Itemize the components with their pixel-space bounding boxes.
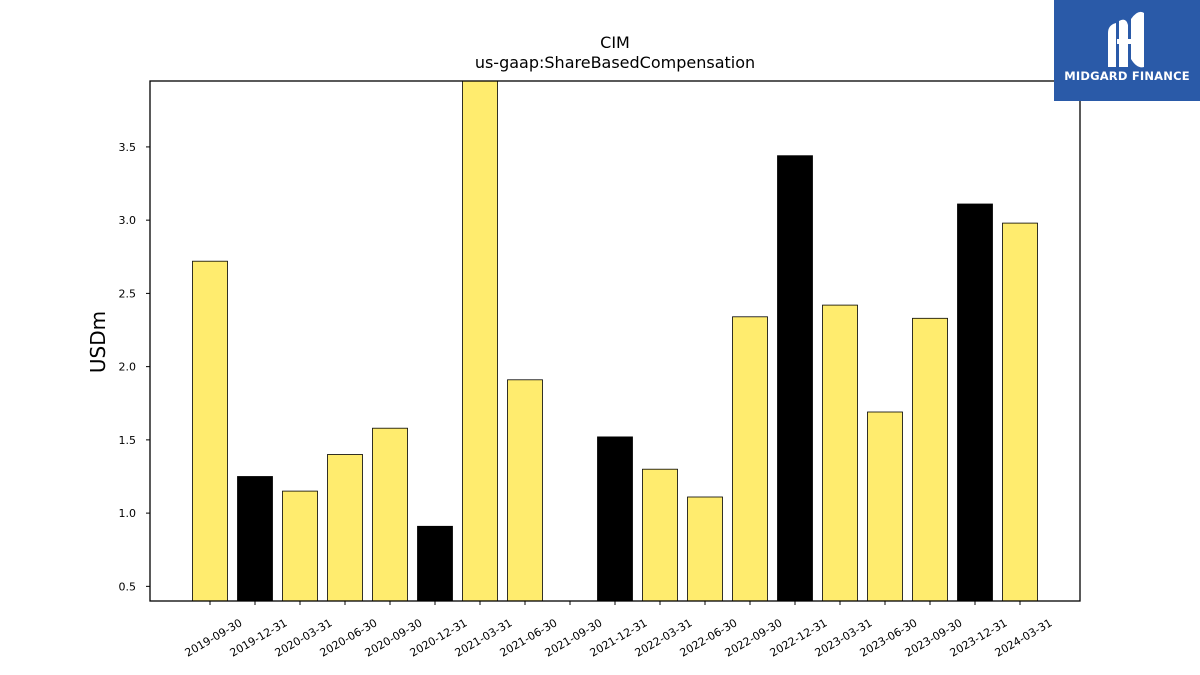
y-axis: 0.5 1.0 1.5 2.0 2.5 3.0 3.5 xyxy=(119,141,150,593)
bar-2023-12-31 xyxy=(957,203,993,602)
y-tick-label: 1.5 xyxy=(119,434,137,447)
y-tick-label: 2.0 xyxy=(119,361,137,374)
chart-subtitle: us-gaap:ShareBasedCompensation xyxy=(475,53,755,72)
bar-2022-09-30 xyxy=(732,316,768,602)
bar-2021-06-30 xyxy=(507,379,543,602)
bar-2022-12-31 xyxy=(777,155,813,602)
bar-2023-09-30 xyxy=(912,317,948,602)
bar-2020-03-31 xyxy=(282,490,318,602)
bar-2019-12-31 xyxy=(237,476,273,602)
bar-2020-09-30 xyxy=(372,427,408,602)
brand-name: MIDGARD FINANCE xyxy=(1064,69,1190,83)
bar-2023-03-31 xyxy=(822,304,858,602)
chart-title: CIM xyxy=(600,33,630,52)
bar-2022-06-30 xyxy=(687,496,723,602)
bar-2023-06-30 xyxy=(867,411,903,602)
bar-2021-12-31 xyxy=(597,436,633,602)
bar-2022-03-31 xyxy=(642,468,678,602)
bar-2024-03-31 xyxy=(1002,222,1038,602)
y-tick-label: 0.5 xyxy=(119,580,137,593)
bars-layer xyxy=(192,80,1038,602)
bar-2021-03-31 xyxy=(462,80,498,602)
bar-2020-06-30 xyxy=(327,454,363,602)
y-tick-label: 3.0 xyxy=(119,214,137,227)
bar-2020-12-31 xyxy=(417,525,453,602)
bar-2019-09-30 xyxy=(192,260,228,602)
y-tick-label: 3.5 xyxy=(119,141,137,154)
y-axis-label: USDm xyxy=(86,311,110,373)
x-axis: 2019-09-302019-12-312020-03-312020-06-30… xyxy=(183,601,1055,660)
y-tick-label: 1.0 xyxy=(119,507,137,520)
y-tick-label: 2.5 xyxy=(119,287,137,300)
brand-mark-icon xyxy=(1108,11,1144,68)
brand-logo: MIDGARD FINANCE xyxy=(1054,0,1200,101)
